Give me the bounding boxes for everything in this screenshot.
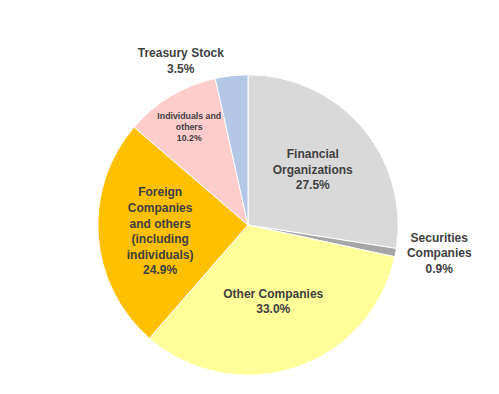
svg-text:ForeignCompaniesand others(inc: ForeignCompaniesand others(includingindi… (127, 185, 194, 277)
svg-text:FinancialOrganizations27.5%: FinancialOrganizations27.5% (273, 147, 353, 192)
svg-text:Other Companies33.0%: Other Companies33.0% (223, 287, 323, 317)
svg-text:SecuritiesCompanies0.9%: SecuritiesCompanies0.9% (407, 231, 472, 276)
svg-text:Individuals andothers10.2%: Individuals andothers10.2% (157, 111, 221, 144)
svg-text:Treasury Stock3.5%: Treasury Stock3.5% (138, 46, 224, 76)
